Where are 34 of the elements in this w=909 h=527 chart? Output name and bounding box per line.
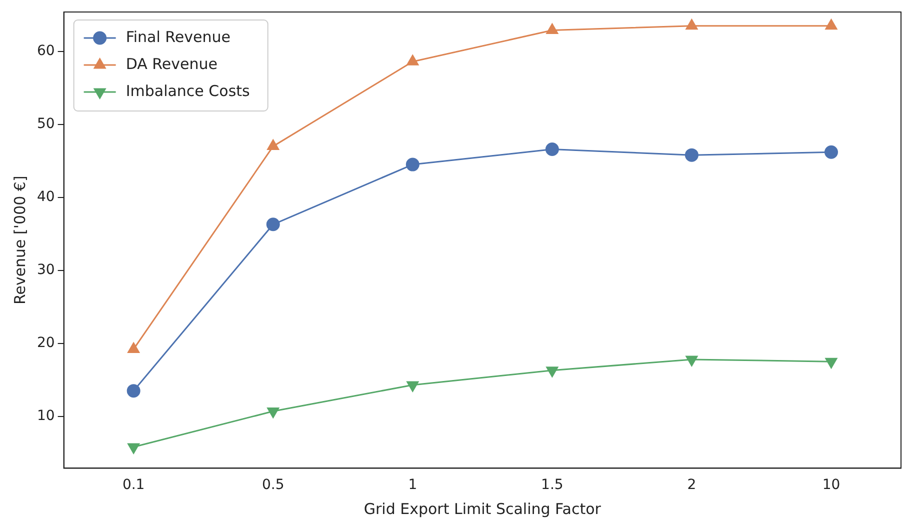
legend-label: Imbalance Costs xyxy=(126,82,250,100)
point xyxy=(824,145,838,159)
y-tick-label: 20 xyxy=(36,335,55,352)
point xyxy=(686,19,698,30)
x-tick-label: 2 xyxy=(687,477,696,494)
y-axis-title: Revenue ['000 €] xyxy=(10,176,29,305)
point xyxy=(686,356,698,366)
legend-label: DA Revenue xyxy=(126,54,218,73)
point xyxy=(546,366,558,378)
x-tick-label: 1 xyxy=(408,477,418,494)
y-tick-label: 10 xyxy=(36,408,55,424)
point xyxy=(128,443,140,454)
point xyxy=(825,358,838,368)
y-tick-label: 60 xyxy=(36,43,55,60)
point xyxy=(267,140,280,150)
y-tick-label: 40 xyxy=(36,189,55,206)
point xyxy=(406,158,420,172)
point xyxy=(545,142,559,156)
point xyxy=(126,384,140,398)
legend-label: Final Revenue xyxy=(126,28,230,46)
point xyxy=(684,148,698,162)
x-tick-label: 10 xyxy=(822,477,840,494)
point xyxy=(406,54,419,66)
point xyxy=(546,24,558,34)
point xyxy=(406,381,419,392)
x-tick-label: 1.5 xyxy=(541,477,564,494)
x-tick-label: 0.5 xyxy=(262,477,284,494)
point xyxy=(267,408,280,418)
y-tick-label: 50 xyxy=(36,116,55,132)
point xyxy=(825,19,838,30)
point xyxy=(266,218,280,232)
x-tick-label: 0.1 xyxy=(122,477,145,494)
x-axis-title: Grid Export Limit Scaling Factor xyxy=(364,500,602,518)
y-tick-label: 30 xyxy=(36,262,55,278)
